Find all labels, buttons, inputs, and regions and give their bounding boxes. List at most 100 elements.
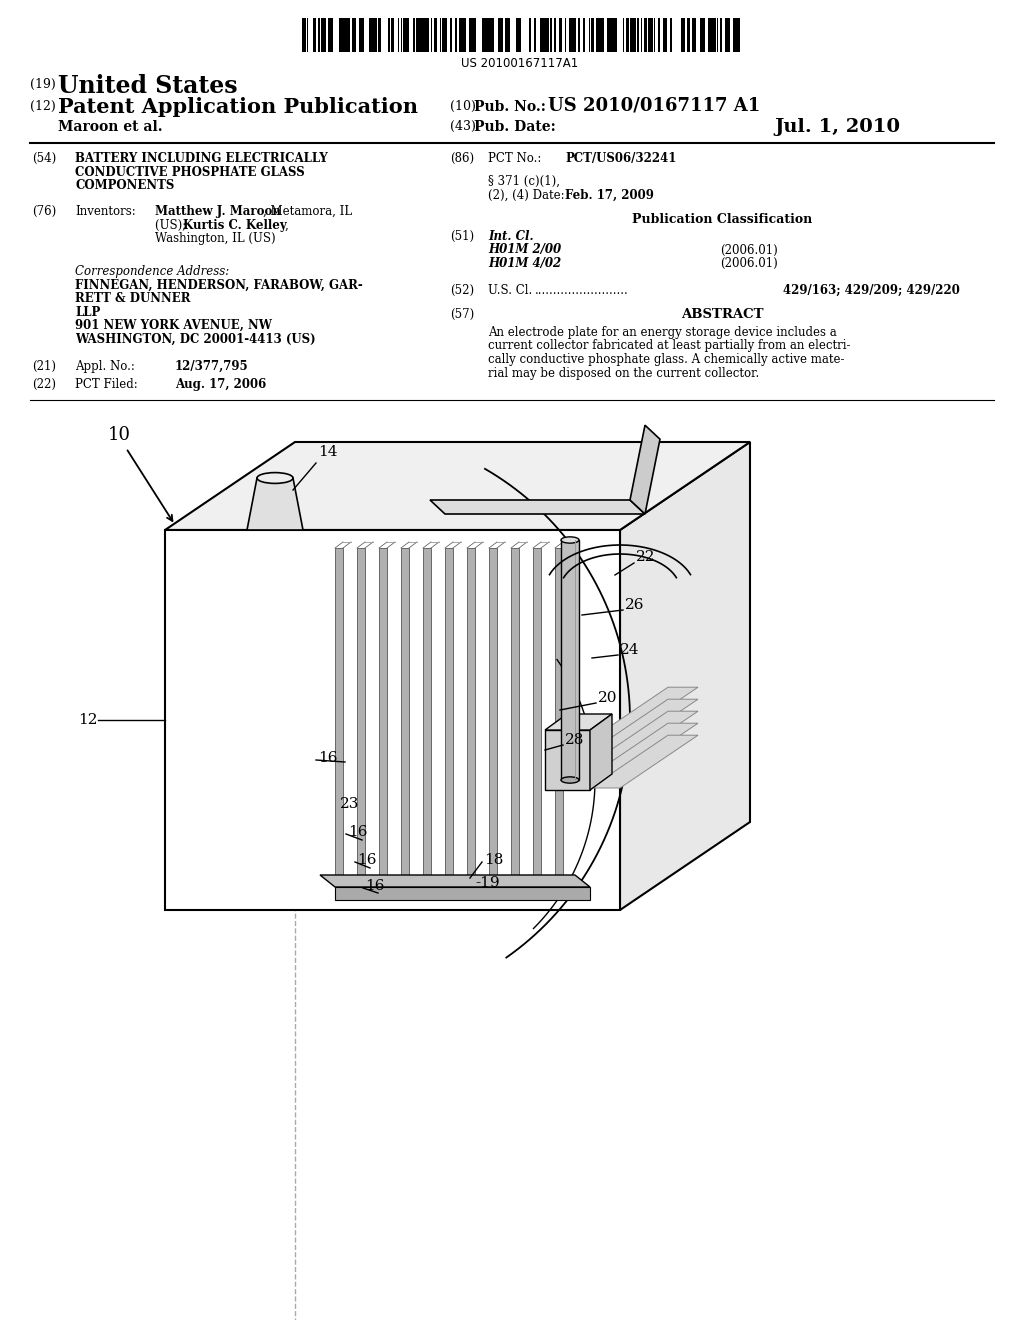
Bar bbox=[630, 18, 632, 51]
Text: ABSTRACT: ABSTRACT bbox=[681, 308, 763, 321]
Text: (51): (51) bbox=[450, 230, 474, 243]
Text: (2), (4) Date:: (2), (4) Date: bbox=[488, 189, 564, 202]
Bar bbox=[591, 18, 594, 51]
Bar bbox=[692, 18, 695, 51]
Text: Kurtis C. Kelley: Kurtis C. Kelley bbox=[183, 219, 287, 231]
Text: Pub. Date:: Pub. Date: bbox=[474, 120, 556, 135]
Text: (76): (76) bbox=[32, 205, 56, 218]
Text: 23: 23 bbox=[340, 797, 359, 810]
Bar bbox=[501, 18, 503, 51]
Polygon shape bbox=[590, 711, 698, 764]
Bar bbox=[534, 18, 536, 51]
Text: 16: 16 bbox=[348, 825, 368, 840]
Text: (52): (52) bbox=[450, 284, 474, 297]
Bar bbox=[519, 18, 521, 51]
Polygon shape bbox=[555, 548, 563, 875]
Bar bbox=[359, 18, 361, 51]
Text: 16: 16 bbox=[318, 751, 338, 766]
Bar bbox=[424, 18, 427, 51]
Polygon shape bbox=[335, 887, 590, 900]
Bar bbox=[461, 18, 463, 51]
Text: 24: 24 bbox=[620, 643, 640, 657]
Ellipse shape bbox=[257, 473, 293, 483]
Polygon shape bbox=[165, 442, 750, 531]
Bar bbox=[569, 18, 572, 51]
Polygon shape bbox=[620, 442, 750, 909]
Bar bbox=[484, 18, 487, 51]
Bar bbox=[687, 18, 690, 51]
Bar bbox=[422, 18, 424, 51]
Bar bbox=[362, 18, 364, 51]
Text: U.S. Cl.: U.S. Cl. bbox=[488, 284, 532, 297]
Bar bbox=[670, 18, 672, 51]
Text: Appl. No.:: Appl. No.: bbox=[75, 360, 135, 374]
Text: (12): (12) bbox=[30, 100, 55, 114]
Text: (19): (19) bbox=[30, 78, 55, 91]
Bar bbox=[607, 18, 609, 51]
Text: Aug. 17, 2006: Aug. 17, 2006 bbox=[175, 378, 266, 391]
Bar bbox=[427, 18, 429, 51]
Bar bbox=[658, 18, 660, 51]
Bar bbox=[516, 18, 518, 51]
Bar bbox=[609, 18, 612, 51]
Text: LLP: LLP bbox=[75, 305, 100, 318]
Text: (43): (43) bbox=[450, 120, 476, 133]
Bar bbox=[369, 18, 372, 51]
Text: ,: , bbox=[285, 219, 289, 231]
Text: PCT Filed:: PCT Filed: bbox=[75, 378, 138, 391]
Bar bbox=[726, 18, 729, 51]
Polygon shape bbox=[590, 723, 698, 776]
Text: FINNEGAN, HENDERSON, FARABOW, GAR-: FINNEGAN, HENDERSON, FARABOW, GAR- bbox=[75, 279, 362, 292]
Text: (57): (57) bbox=[450, 308, 474, 321]
Text: WASHINGTON, DC 20001-4413 (US): WASHINGTON, DC 20001-4413 (US) bbox=[75, 333, 315, 346]
Ellipse shape bbox=[561, 537, 579, 543]
Bar bbox=[614, 18, 616, 51]
Polygon shape bbox=[467, 548, 475, 875]
Text: BATTERY INCLUDING ELECTRICALLY: BATTERY INCLUDING ELECTRICALLY bbox=[75, 152, 328, 165]
Text: Maroon et al.: Maroon et al. bbox=[58, 120, 163, 135]
Text: -19: -19 bbox=[475, 876, 500, 890]
Bar bbox=[373, 18, 375, 51]
Text: PCT/US06/32241: PCT/US06/32241 bbox=[565, 152, 677, 165]
Bar bbox=[331, 18, 333, 51]
Bar bbox=[601, 18, 604, 51]
Bar bbox=[313, 18, 316, 51]
Bar bbox=[708, 18, 711, 51]
Bar bbox=[455, 18, 457, 51]
Text: An electrode plate for an energy storage device includes a: An electrode plate for an energy storage… bbox=[488, 326, 837, 339]
Polygon shape bbox=[590, 688, 698, 741]
Bar bbox=[632, 18, 634, 51]
Bar bbox=[459, 18, 461, 51]
Bar bbox=[541, 18, 543, 51]
Polygon shape bbox=[335, 548, 343, 875]
Text: United States: United States bbox=[58, 74, 238, 98]
Polygon shape bbox=[590, 700, 698, 752]
Polygon shape bbox=[379, 548, 387, 875]
Bar bbox=[612, 18, 614, 51]
Text: 14: 14 bbox=[318, 445, 338, 459]
Bar bbox=[407, 18, 409, 51]
Bar bbox=[507, 18, 509, 51]
Text: 20: 20 bbox=[598, 690, 617, 705]
Polygon shape bbox=[165, 531, 620, 909]
Text: .........................: ......................... bbox=[535, 284, 629, 297]
Text: 18: 18 bbox=[484, 853, 504, 867]
Text: CONDUCTIVE PHOSPHATE GLASS: CONDUCTIVE PHOSPHATE GLASS bbox=[75, 165, 305, 178]
Bar bbox=[344, 18, 346, 51]
Bar bbox=[554, 18, 556, 51]
Bar bbox=[419, 18, 421, 51]
Text: 16: 16 bbox=[365, 879, 384, 894]
Text: PCT No.:: PCT No.: bbox=[488, 152, 542, 165]
Bar bbox=[634, 18, 636, 51]
Bar bbox=[341, 18, 344, 51]
Bar bbox=[404, 18, 407, 51]
Text: 26: 26 bbox=[625, 598, 644, 612]
Bar bbox=[626, 18, 629, 51]
Text: 12/377,795: 12/377,795 bbox=[175, 360, 249, 374]
Bar bbox=[712, 18, 714, 51]
Polygon shape bbox=[590, 714, 612, 789]
Bar bbox=[499, 18, 501, 51]
Bar bbox=[444, 18, 447, 51]
Bar bbox=[378, 18, 380, 51]
Text: Patent Application Publication: Patent Application Publication bbox=[58, 96, 418, 117]
